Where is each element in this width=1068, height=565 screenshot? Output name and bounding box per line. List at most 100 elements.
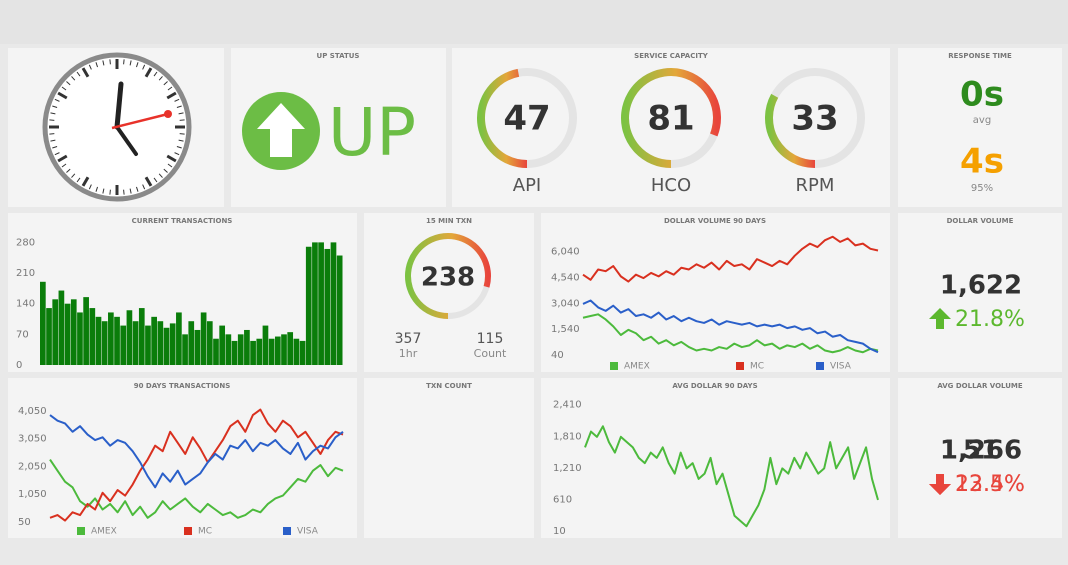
panel [898,48,1062,207]
clock-tick [158,173,163,178]
panel [541,378,890,538]
clock-tick [52,145,58,149]
panel-title: SERVICE CAPACITY [634,52,709,60]
bar [281,334,287,365]
legend-swatch [77,527,85,535]
bar [70,299,77,365]
legend-swatch [816,362,824,370]
clock-tick [178,112,184,115]
bar [95,316,102,365]
bar [101,321,108,365]
clock-tick [66,81,71,86]
clock-tick [54,152,60,156]
clock-tick [142,184,146,190]
bar [330,242,337,365]
y-tick-label: 1,210 [553,463,582,474]
clock-tick [109,59,111,65]
bar [169,323,176,365]
bar [157,321,164,365]
bar [293,338,300,365]
clock-tick [102,60,105,66]
p95-value: 4s [960,142,1004,182]
clock-tick [174,152,180,156]
y-tick-label: 4,540 [551,272,580,283]
clock-tick [123,59,125,65]
bar [145,325,151,365]
gauge-label: HCO [651,175,691,196]
hour-label: 1hr [399,347,418,360]
panel [541,213,890,372]
y-tick-label: 50 [18,517,31,528]
clock-tick [52,105,58,109]
bar [194,329,201,365]
clock-tick [57,154,68,163]
second-tip [164,110,172,118]
gauge-arc [477,68,528,168]
clock-tick [163,81,168,86]
bar [77,312,83,365]
up-arrow [929,308,951,329]
y-tick-label: 1,540 [551,324,580,335]
clock-tick [144,67,153,78]
y-tick-label: 1,810 [553,431,582,442]
legend-label: VISA [830,362,852,372]
gauge-value: 33 [791,99,838,139]
panel-title: DOLLAR VOLUME 90 DAYS [664,217,766,225]
clock-tick [179,119,185,121]
count-value: 115 [477,331,504,347]
panel-title: RESPONSE TIME [948,52,1012,60]
y-tick-label: 1,050 [18,489,47,500]
bar [274,336,281,365]
panel-title: DOLLAR VOLUME [947,217,1014,225]
bar [40,281,46,365]
bar [182,334,188,365]
clock-tick [66,168,71,173]
gauge-label: API [513,175,541,196]
panel [8,378,357,538]
clock-tick [49,133,55,135]
line [582,313,879,354]
bar [120,325,127,365]
clock-tick [102,188,105,194]
clock-tick [76,177,81,183]
p95-label: 95% [971,183,993,194]
bar [132,321,139,365]
bar [268,338,275,365]
line [49,458,344,519]
clock-tick [71,173,76,178]
status-text: UP [328,94,416,171]
y-tick-label: 210 [16,268,35,279]
clock-tick [153,177,158,183]
y-tick-label: 10 [553,526,566,537]
bar [114,316,120,365]
bar [176,312,182,365]
clock-tick [57,91,68,100]
y-tick-label: 140 [16,299,35,310]
bar [237,334,244,365]
clock-tick [166,91,177,100]
bar [262,325,269,365]
line [49,408,344,522]
legend-swatch [283,527,291,535]
down-arrow [929,474,951,495]
gauge-arc [405,233,491,319]
line [49,414,344,489]
panel-title: UP STATUS [317,52,360,60]
stat-change: 21.8% [955,307,1025,332]
clock-tick [179,133,185,135]
legend-label: AMEX [91,527,117,537]
clock-tick [81,67,90,78]
panel [364,378,534,538]
stat-change: 13.5% [955,472,1025,497]
y-tick-label: 6,040 [551,247,580,258]
line [584,425,879,528]
line [582,299,879,354]
bar [83,297,89,365]
bar [126,310,133,365]
y-tick-label: 4,050 [18,406,47,417]
y-tick-label: 3,050 [18,434,47,445]
clock-tick [174,98,180,102]
bar [219,325,226,365]
hour-hand [114,81,124,130]
